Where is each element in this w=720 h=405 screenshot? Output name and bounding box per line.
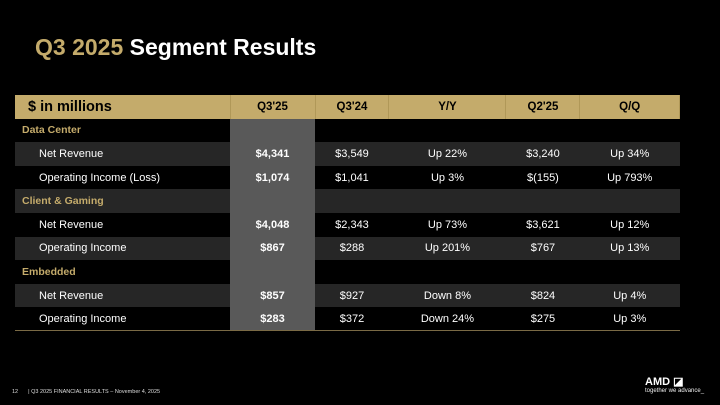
amd-logo: AMD ◪ together we advance_ [645, 376, 705, 394]
value-cell: Up 793% [607, 171, 653, 184]
row-label: Net Revenue [15, 283, 230, 308]
column-header: Q3'25 [230, 95, 316, 119]
row-label: Net Revenue [15, 142, 230, 166]
empty-cell [315, 189, 389, 213]
column-header: Q3'24 [315, 95, 390, 119]
value-cell: $372 [315, 307, 389, 332]
row-label: Operating Income [15, 236, 230, 261]
value-cell: $824 [505, 283, 580, 308]
value-cell: Up 22% [388, 142, 506, 166]
section-label: Data Center [22, 124, 81, 137]
empty-cell [506, 260, 580, 284]
value-cell: Up 13% [579, 236, 680, 261]
value-cell: $275 [505, 307, 580, 332]
value-cell: Up 3% [430, 171, 464, 184]
empty-cell [315, 260, 389, 284]
empty-cell [580, 119, 680, 143]
column-header: $ in millions [15, 95, 231, 119]
value-cell: $283 [230, 307, 315, 332]
value-cell: Up 201% [388, 236, 506, 261]
value-cell: $2,343 [335, 218, 369, 231]
empty-cell [389, 119, 506, 143]
table-row: Net Revenue $857 $927 Down 8% $824 Up 4% [15, 283, 680, 308]
empty-cell [389, 260, 506, 284]
value-cell: $867 [230, 236, 315, 261]
value-cell: $1,074 [230, 165, 315, 190]
value-cell: Up 34% [579, 142, 680, 166]
empty-cell [230, 189, 315, 213]
table-row: Net Revenue $4,341 $3,549 Up 22% $3,240 Up 34… [15, 142, 680, 166]
value-cell: $3,549 [315, 142, 389, 166]
empty-cell [388, 189, 506, 213]
table-row: Net Revenue $4,048 $2,343 Up 73% $3,621 Up 12… [15, 212, 680, 237]
column-header: Q/Q [579, 95, 680, 119]
section-row: Embedded [15, 260, 680, 284]
value-cell: $4,341 [230, 142, 315, 166]
value-cell: $3,240 [505, 142, 580, 166]
table-row: Operating Income $283 $372 Down 24% $275 Up 3… [15, 307, 680, 332]
empty-cell [580, 260, 680, 284]
footer: 12 | Q3 2025 FINANCIAL RESULTS – November… [12, 389, 160, 395]
empty-cell [230, 118, 315, 143]
value-cell: $927 [315, 283, 389, 308]
value-cell: Up 3% [579, 307, 680, 332]
table-row: Operating Income $867 $288 Up 201% $767 Up 13… [15, 236, 680, 261]
row-label: Net Revenue [39, 218, 104, 231]
value-cell: $1,041 [335, 171, 369, 184]
value-cell: $857 [230, 283, 315, 308]
row-label: Operating Income (Loss) [39, 171, 161, 184]
footer-text: | Q3 2025 FINANCIAL RESULTS – November 4… [28, 389, 161, 395]
table-row: Operating Income (Loss) $1,074 $1,041 Up 3%… [15, 165, 680, 190]
column-header: Q2'25 [505, 95, 581, 119]
page-title: Q3 2025 Segment Results [35, 34, 317, 60]
section-row: Client & Gaming [15, 189, 680, 213]
section-label: Client & Gaming [15, 189, 230, 213]
amd-arrow-icon: ◪ [670, 376, 684, 388]
empty-cell [505, 189, 580, 213]
empty-cell [506, 119, 580, 143]
value-cell: $288 [315, 236, 389, 261]
section-row: Data Center [15, 118, 680, 143]
value-cell: $4,048 [230, 212, 315, 237]
row-label: Operating Income [15, 307, 230, 332]
column-header: Y/Y [388, 95, 507, 119]
empty-cell [579, 189, 680, 213]
value-cell: Down 8% [388, 283, 506, 308]
empty-cell [230, 260, 315, 284]
value-cell: $(155) [527, 171, 559, 184]
section-label: Embedded [22, 265, 76, 278]
empty-cell [315, 119, 389, 143]
value-cell: $3,621 [526, 218, 560, 231]
value-cell: Up 73% [427, 218, 468, 231]
value-cell: Down 24% [388, 307, 506, 332]
page-number: 12 [12, 389, 19, 395]
value-cell: Up 12% [610, 218, 650, 231]
segment-results-table: $ in millions Q3'25 Q3'24 Y/Y Q2'25 Q/Q Data … [15, 95, 680, 332]
value-cell: $767 [505, 236, 580, 261]
value-cell: Up 4% [579, 283, 680, 308]
